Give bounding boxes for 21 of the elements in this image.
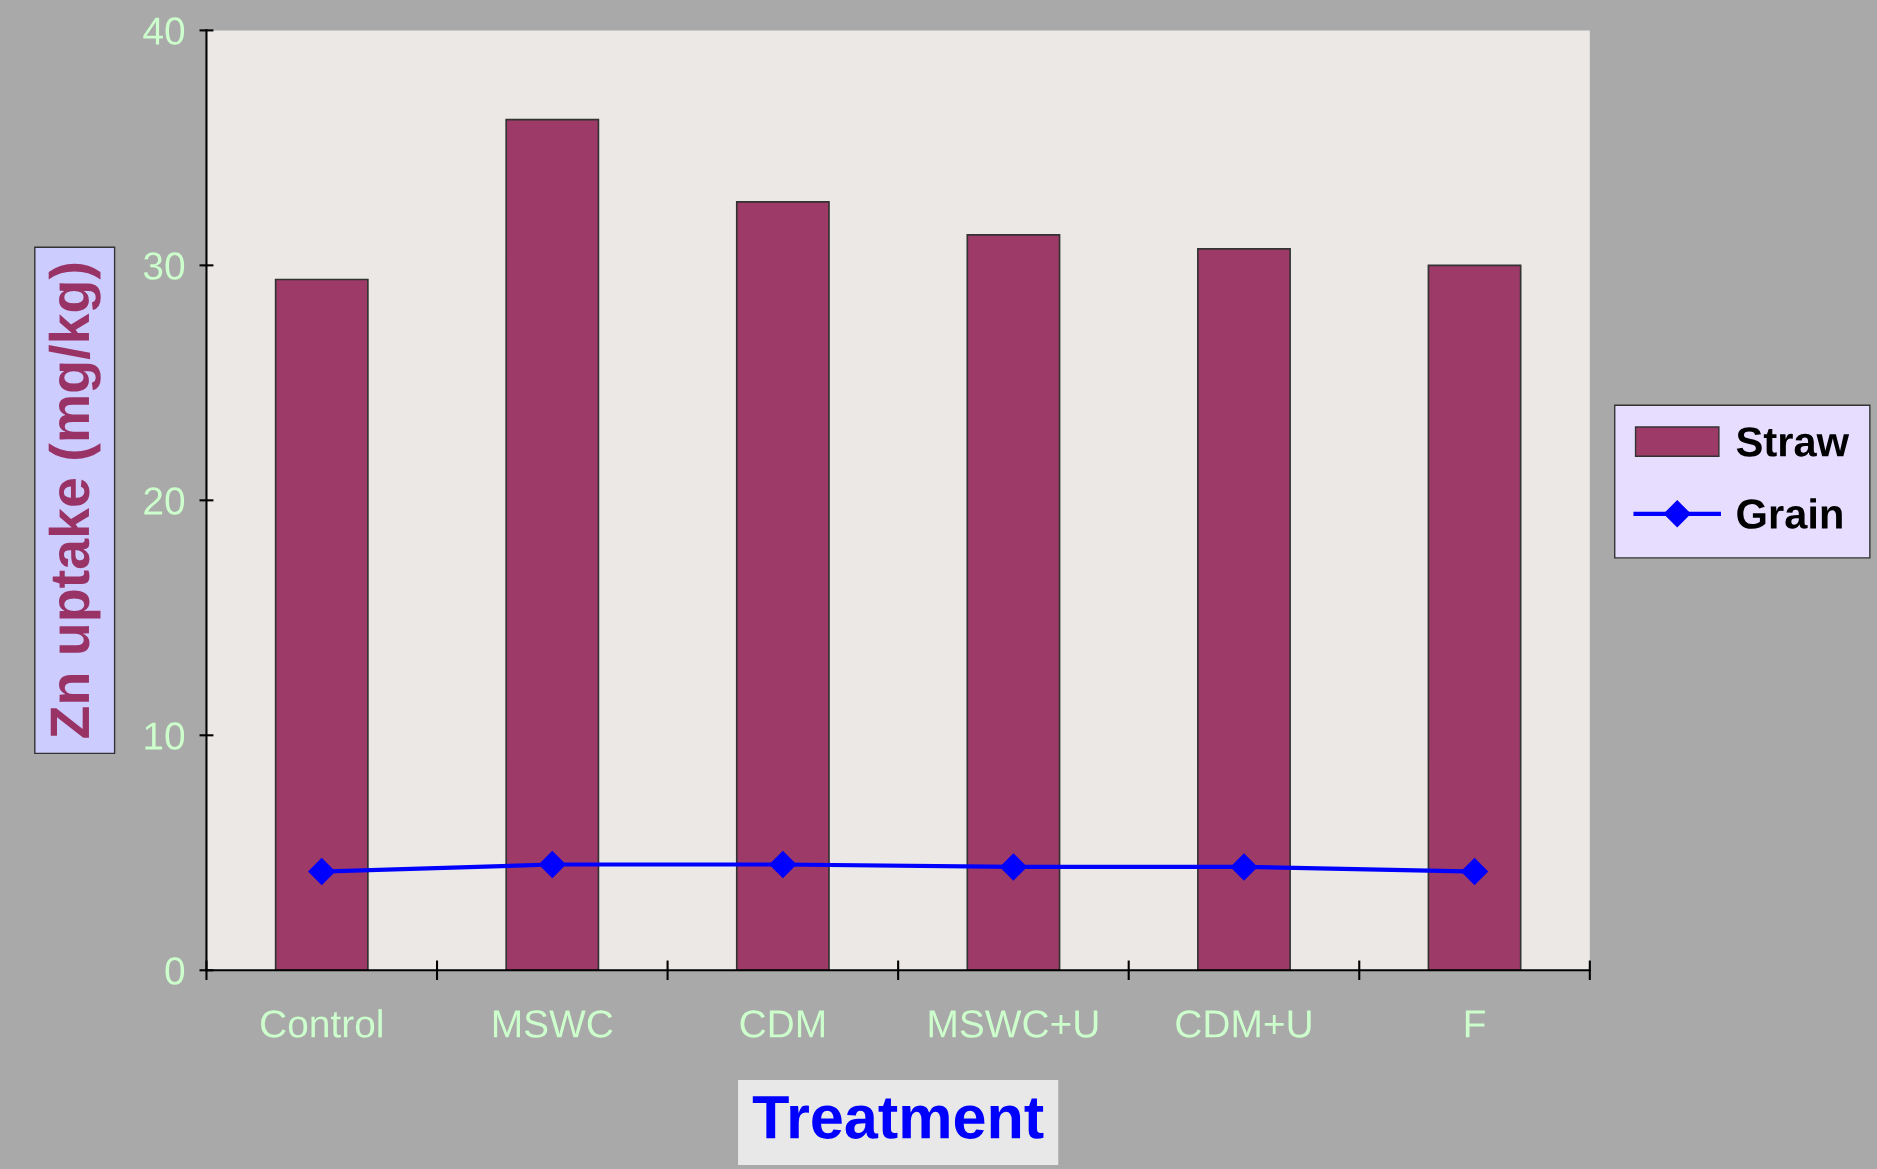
y-tick-label: 30 [143, 252, 185, 280]
x-axis-title: Treatment [752, 1096, 1044, 1139]
y-tick-label: 20 [144, 487, 185, 515]
bar [966, 233, 1061, 971]
bar [505, 118, 600, 971]
x-tick-label: MSWC [493, 1010, 613, 1038]
x-tick-label: F [1465, 1010, 1485, 1038]
bar [1197, 248, 1291, 971]
legend-label: Straw [1736, 427, 1850, 457]
bar [274, 278, 369, 971]
x-tick-label: CDM+U [1176, 1010, 1311, 1038]
legend-label: Grain [1737, 498, 1842, 529]
y-tick-label: 40 [143, 17, 185, 45]
x-tick-label: MSWC+U [929, 1010, 1098, 1038]
y-tick-label: 0 [165, 957, 185, 985]
x-tick-label: CDM [740, 1010, 824, 1038]
y-tick-label: 10 [145, 722, 185, 750]
y-axis-title: Zn uptake (mg/kg) [48, 263, 101, 738]
bar [1427, 264, 1522, 971]
x-tick-label: Control [261, 1009, 382, 1038]
bar [735, 201, 830, 971]
